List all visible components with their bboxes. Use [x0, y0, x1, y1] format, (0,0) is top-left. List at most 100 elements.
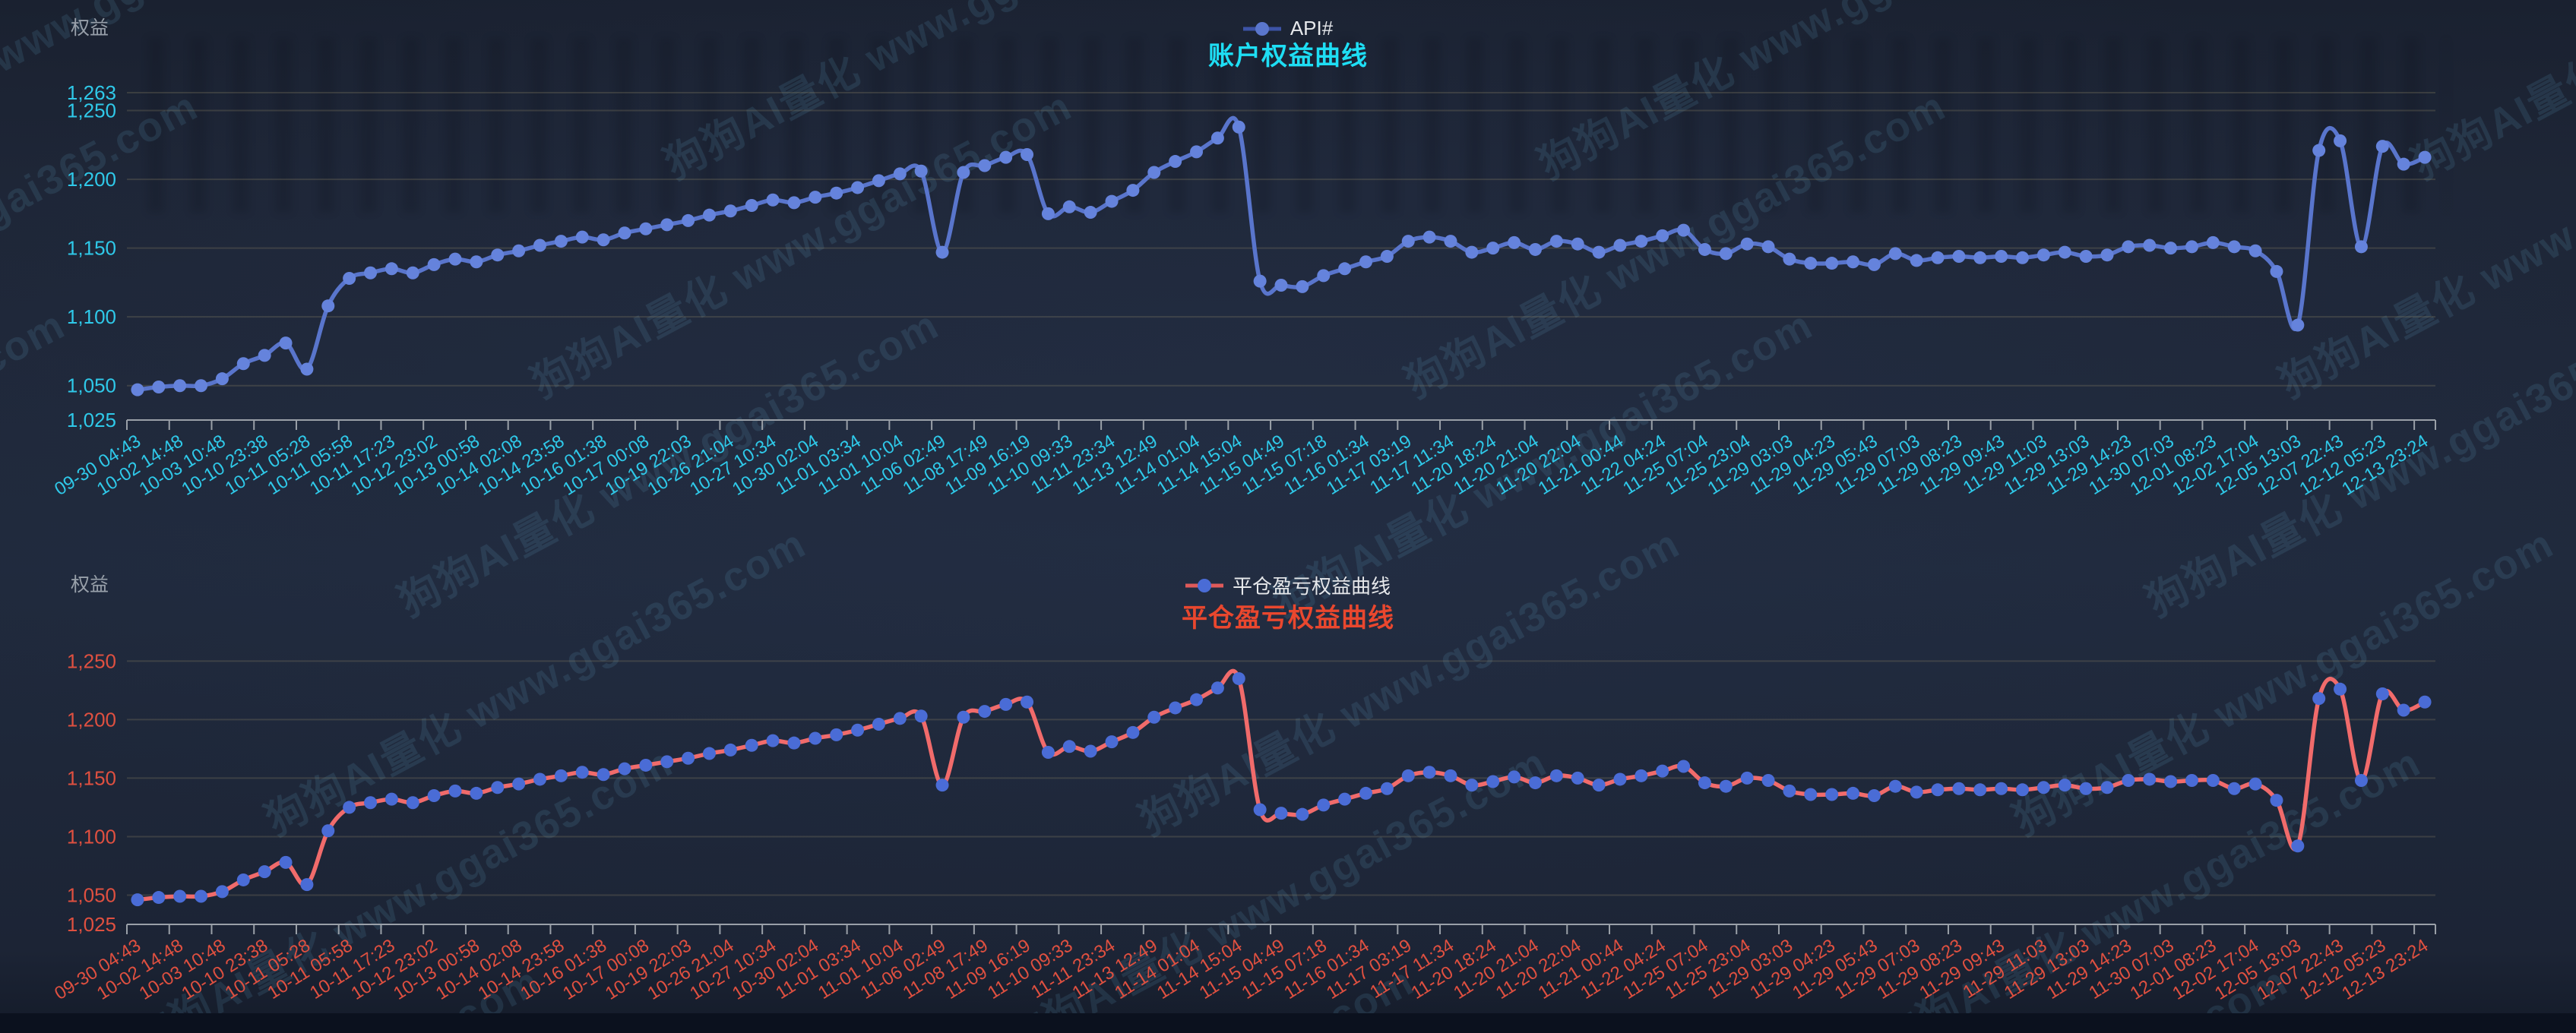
data-point-marker: [766, 193, 780, 207]
data-point-marker: [1041, 207, 1055, 220]
data-point-marker: [2016, 251, 2030, 264]
data-point-marker: [258, 865, 271, 879]
data-point-marker: [2418, 695, 2432, 709]
data-point-marker: [1296, 807, 1309, 821]
data-point-marker: [2016, 783, 2030, 797]
data-point-marker: [1169, 155, 1182, 169]
data-point-marker: [1973, 251, 1987, 264]
data-point-marker: [152, 381, 166, 394]
data-point-marker: [723, 204, 737, 218]
y-axis-name: 权益: [71, 17, 109, 39]
data-point-marker: [935, 779, 949, 792]
data-point-marker: [2354, 240, 2368, 254]
data-point-marker: [872, 718, 885, 731]
data-point-marker: [2122, 773, 2135, 787]
data-point-marker: [1190, 693, 1204, 706]
y-axis-name: 权益: [71, 574, 109, 595]
data-point-marker: [978, 159, 992, 172]
data-point-marker: [364, 266, 378, 280]
legend-item-closed-pnl[interactable]: 平仓盈亏权益曲线: [1185, 571, 1391, 599]
data-point-marker: [279, 855, 293, 869]
data-point-marker: [745, 738, 758, 752]
data-point-marker: [597, 768, 610, 782]
legend-item-api[interactable]: API#: [1242, 17, 1333, 40]
y-axis-tick-label: 1,100: [67, 825, 116, 848]
data-point-marker: [1635, 769, 1648, 782]
data-point-marker: [1147, 166, 1161, 179]
data-point-marker: [343, 801, 356, 814]
data-point-marker: [682, 751, 695, 765]
data-point-marker: [1486, 775, 1500, 788]
data-point-marker: [682, 213, 695, 227]
data-point-marker: [195, 889, 208, 903]
data-point-marker: [1380, 782, 1394, 795]
data-point-marker: [1761, 773, 1775, 787]
data-point-marker: [236, 873, 250, 886]
data-point-marker: [1084, 206, 1097, 220]
data-point-marker: [1592, 245, 1606, 259]
y-axis-tick-label: 1,250: [67, 100, 116, 122]
data-point-marker: [1147, 710, 1161, 724]
data-point-marker: [1105, 735, 1119, 749]
data-point-marker: [1549, 235, 1563, 248]
data-point-marker: [1528, 776, 1542, 790]
data-point-marker: [872, 174, 885, 188]
data-point-marker: [1084, 744, 1097, 758]
data-point-marker: [702, 208, 716, 222]
data-point-marker: [152, 891, 166, 905]
data-point-marker: [935, 245, 949, 259]
data-point-marker: [1931, 783, 1945, 797]
data-point-marker: [1126, 184, 1140, 197]
data-point-marker: [1338, 262, 1352, 276]
data-point-marker: [554, 235, 568, 248]
data-point-marker: [131, 893, 144, 907]
data-point-marker: [1338, 792, 1352, 806]
data-point-marker: [1062, 740, 1076, 753]
data-point-marker: [1952, 782, 1966, 795]
data-point-marker: [300, 362, 314, 376]
data-point-marker: [2100, 781, 2114, 794]
data-point-marker: [1508, 770, 1521, 784]
data-point-marker: [1656, 764, 1669, 778]
data-point-marker: [1486, 242, 1500, 255]
data-point-marker: [364, 796, 378, 810]
data-point-marker: [1380, 250, 1394, 263]
data-point-marker: [427, 257, 441, 271]
data-point-marker: [1190, 145, 1204, 159]
chart-title-closed-pnl: 平仓盈亏权益曲线: [1182, 604, 1394, 633]
data-point-marker: [723, 743, 737, 757]
y-axis-tick-label: 1,200: [67, 708, 116, 731]
data-point-marker: [575, 230, 589, 244]
data-point-marker: [2164, 775, 2178, 788]
data-point-marker: [660, 755, 674, 769]
data-point-marker: [2079, 782, 2093, 795]
data-point-marker: [830, 186, 843, 200]
data-point-marker: [2354, 773, 2368, 787]
data-point-marker: [1021, 147, 1034, 161]
data-point-marker: [914, 164, 928, 178]
data-point-marker: [1359, 786, 1372, 800]
data-point-marker: [1210, 681, 1224, 695]
data-point-marker: [2164, 242, 2178, 255]
data-point-marker: [1635, 235, 1648, 248]
data-point-marker: [1761, 240, 1775, 254]
y-axis-tick-label: 1,025: [67, 913, 116, 936]
data-point-marker: [321, 824, 335, 838]
data-point-marker: [279, 336, 293, 350]
data-point-marker: [2122, 240, 2135, 254]
data-point-marker: [512, 244, 526, 257]
data-point-marker: [893, 167, 907, 181]
data-point-marker: [1296, 280, 1309, 293]
y-axis-tick-label: 1,025: [67, 409, 116, 431]
data-point-marker: [533, 772, 546, 786]
data-point-marker: [639, 758, 653, 772]
data-point-marker: [1253, 803, 1267, 817]
data-point-marker: [702, 747, 716, 760]
data-point-marker: [1613, 239, 1627, 252]
data-point-marker: [2291, 318, 2305, 332]
data-point-marker: [1528, 242, 1542, 256]
data-point-marker: [1041, 746, 1055, 760]
y-axis-tick-label: 1,263: [67, 81, 116, 104]
data-point-marker: [1571, 771, 1584, 785]
